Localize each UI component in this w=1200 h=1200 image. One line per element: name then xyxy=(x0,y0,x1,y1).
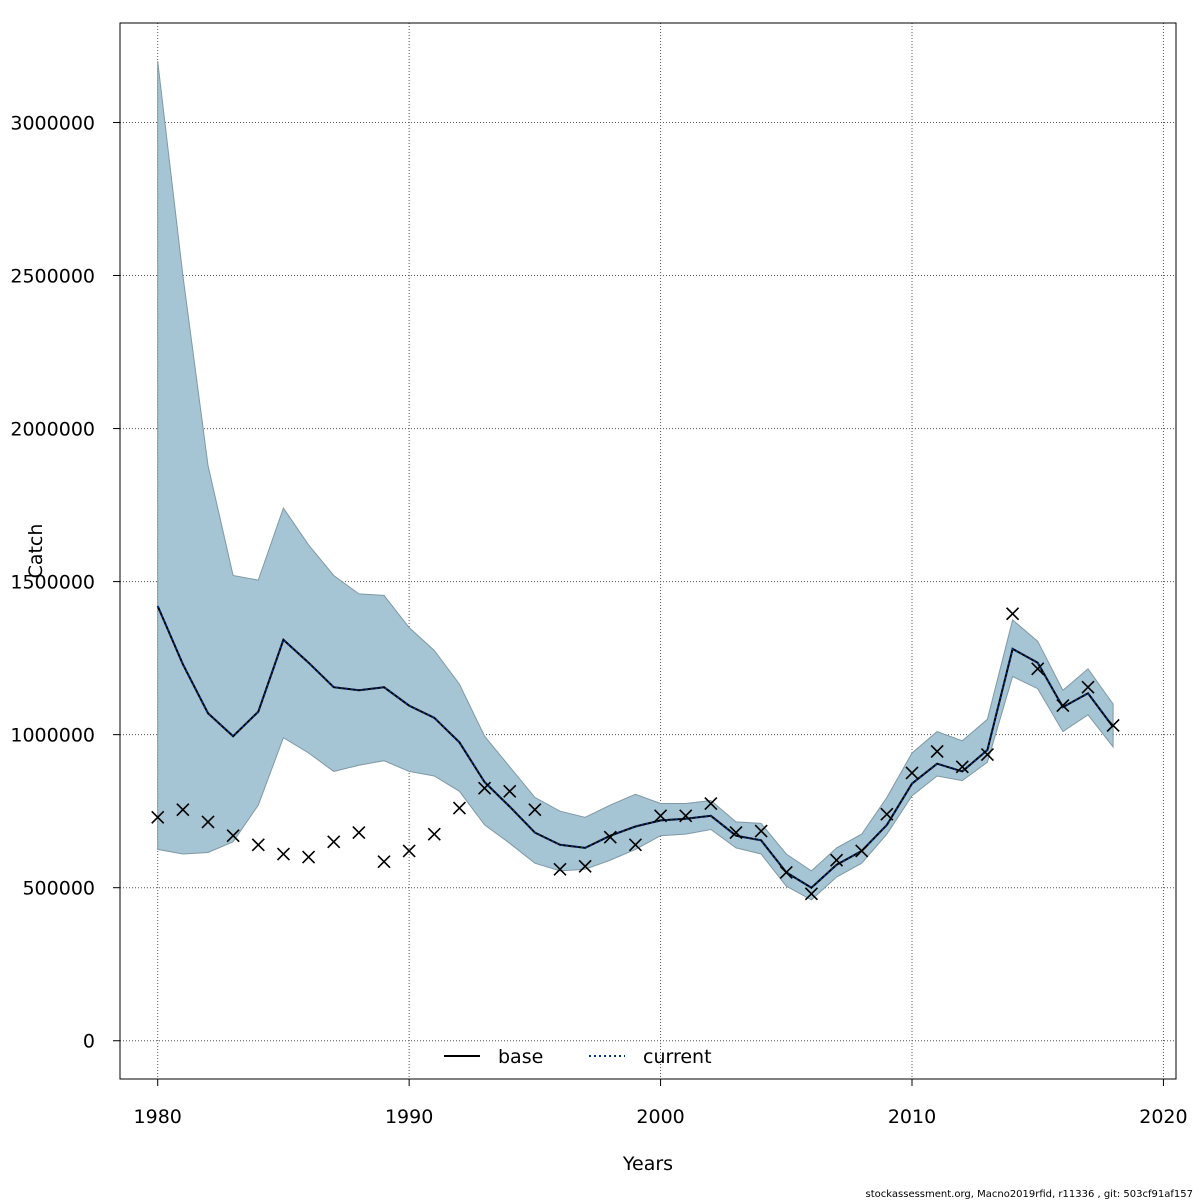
x-tick-label: 1980 xyxy=(134,1106,182,1128)
observed-point xyxy=(1081,680,1095,694)
observed-point xyxy=(377,855,391,869)
observed-point xyxy=(654,809,668,823)
footer-text: stockassessment.org, Macno2019rfid, r113… xyxy=(866,1189,1193,1200)
observed-point xyxy=(1006,607,1020,621)
observed-point xyxy=(704,796,718,811)
observed-point xyxy=(151,810,165,824)
x-axis-title: Years xyxy=(622,1153,673,1175)
observed-point xyxy=(679,809,693,823)
x-tick-label: 2020 xyxy=(1139,1106,1187,1128)
observed-point xyxy=(226,829,240,843)
observed-point xyxy=(578,859,592,873)
observed-point xyxy=(905,766,919,780)
observed-point xyxy=(1106,718,1120,733)
y-tick-label: 0 xyxy=(83,1031,95,1053)
y-tick-label: 3000000 xyxy=(10,112,95,134)
x-tick-label: 2000 xyxy=(636,1106,684,1128)
y-tick-label: 2500000 xyxy=(10,266,95,288)
y-tick-label: 1000000 xyxy=(10,725,95,747)
observed-point xyxy=(302,850,316,864)
observed-point xyxy=(276,847,290,861)
observed-point xyxy=(855,844,869,858)
observed-point xyxy=(251,838,265,852)
y-axis-title: Catch xyxy=(25,524,47,579)
observed-markers xyxy=(151,607,1120,901)
observed-point xyxy=(452,801,466,815)
x-tick-label: 2010 xyxy=(888,1106,936,1128)
observed-point xyxy=(980,747,994,762)
y-tick-label: 2000000 xyxy=(10,419,95,441)
observed-point xyxy=(201,815,215,829)
series-line-current xyxy=(156,605,1114,889)
observed-point xyxy=(528,803,542,817)
observed-point xyxy=(880,807,894,821)
y-tick-label: 500000 xyxy=(22,878,95,900)
observed-point xyxy=(1056,699,1070,713)
observed-point xyxy=(729,826,743,840)
observed-point xyxy=(1031,662,1045,676)
observed-point xyxy=(754,824,768,838)
observed-point xyxy=(427,827,441,841)
observed-point xyxy=(804,887,818,901)
y-tick-label: 1500000 xyxy=(10,572,95,594)
observed-point xyxy=(402,844,416,858)
observed-point xyxy=(327,835,341,849)
observed-point xyxy=(503,784,517,798)
observed-point xyxy=(628,838,642,852)
observed-point xyxy=(930,744,944,759)
observed-point xyxy=(779,865,793,879)
legend-label-current: current xyxy=(643,1046,712,1068)
legend-label-base: base xyxy=(498,1046,543,1068)
observed-point xyxy=(553,862,567,876)
legend: base current xyxy=(444,1046,712,1068)
observed-point xyxy=(176,803,190,817)
uncertainty-band xyxy=(157,61,1114,901)
observed-point xyxy=(352,826,366,840)
axes: 1980 1990 2000 2010 2020 0 500000 1000000 150000… xyxy=(10,112,1187,1128)
observed-point xyxy=(955,760,969,774)
observed-point xyxy=(603,830,617,844)
observed-point xyxy=(478,781,492,795)
observed-point xyxy=(830,853,844,867)
x-tick-label: 1990 xyxy=(385,1106,433,1128)
